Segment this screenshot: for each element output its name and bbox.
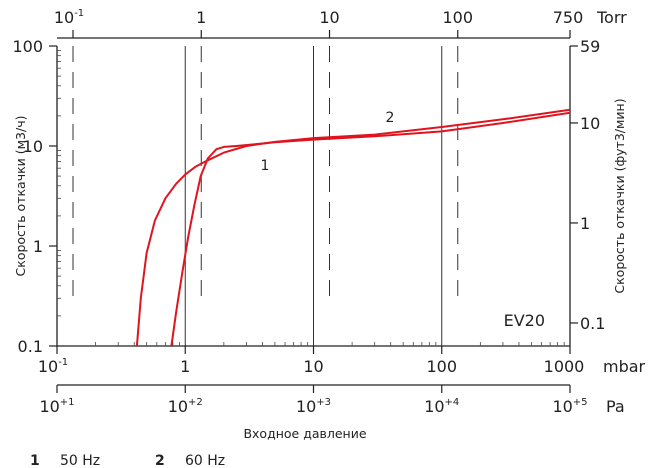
- x-pa-tick-label: 10+3: [296, 397, 331, 416]
- legend-text-1: 50 Hz: [60, 453, 100, 468]
- x-mbar-tick-label: 10-1: [38, 357, 68, 376]
- x-pa-tick-label: 10+1: [39, 397, 74, 416]
- legend-num-2: 2: [155, 453, 165, 468]
- y-axis-title-right: Скорость откачки (фут3/мин): [612, 98, 627, 293]
- y-left-tick-label: 100: [12, 37, 43, 56]
- x-pa-tick-label: 10+5: [552, 397, 587, 416]
- plot-frame: [49, 30, 578, 393]
- x-torr-unit: Torr: [596, 8, 627, 27]
- x-mbar-tick-label: 1000: [544, 357, 585, 376]
- y-right-tick-label: 10: [580, 114, 600, 133]
- y-axis-title-left: Скорость откачки (м3/ч): [13, 116, 28, 277]
- curves: [135, 108, 571, 347]
- x-pa-tick-label: 10+2: [168, 397, 203, 416]
- x-pa-tick-label: 10+4: [424, 397, 459, 416]
- x-pa-unit: Pa: [606, 397, 625, 416]
- curve-label-2: 2: [386, 110, 395, 126]
- x-axis-title: Входное давление: [243, 426, 366, 441]
- grid-lines: [72, 46, 459, 346]
- legend-num-1: 1: [30, 453, 40, 468]
- x-torr-tick-label: 10: [319, 8, 339, 27]
- x-torr-tick-label: 1: [196, 8, 206, 27]
- y-left-tick-label: 10: [23, 137, 43, 156]
- model-label: EV20: [504, 311, 545, 330]
- x-mbar-unit: mbar: [603, 357, 646, 376]
- x-torr-tick-label: 10-1: [54, 8, 84, 27]
- x-torr-tick-label: 750: [553, 8, 584, 27]
- curve-1: [170, 111, 571, 347]
- y-right-tick-label: 0.1: [580, 314, 605, 333]
- x-mbar-tick-label: 1: [180, 357, 190, 376]
- y-left-tick-label: 0.1: [18, 337, 43, 356]
- y-left-tick-label: 1: [33, 237, 43, 256]
- legend-text-2: 60 Hz: [185, 453, 225, 468]
- x-mbar-tick-label: 10: [303, 357, 323, 376]
- y-right-tick-label: 1: [580, 214, 590, 233]
- x-mbar-tick-label: 100: [426, 357, 457, 376]
- x-torr-tick-label: 100: [442, 8, 473, 27]
- curve-label-1: 1: [261, 158, 270, 174]
- curve-2: [135, 108, 571, 347]
- y-right-tick-label: 59: [580, 37, 600, 56]
